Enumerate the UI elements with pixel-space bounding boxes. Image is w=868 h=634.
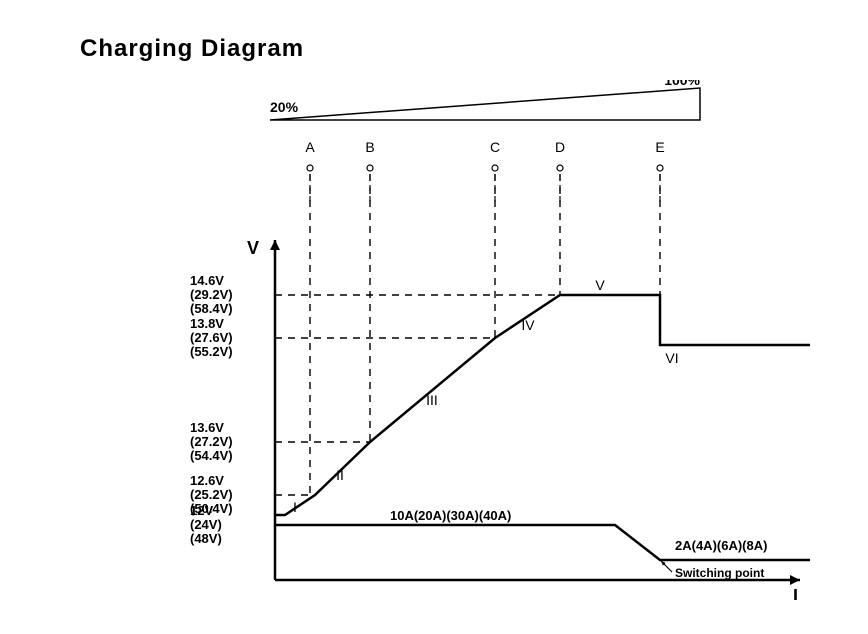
svg-text:13.6V: 13.6V xyxy=(190,420,224,435)
svg-text:(24V): (24V) xyxy=(190,517,222,532)
svg-text:100%: 100% xyxy=(664,80,700,88)
page-title: Charging Diagram xyxy=(80,35,304,63)
svg-text:2A(4A)(6A)(8A): 2A(4A)(6A)(8A) xyxy=(675,538,767,553)
svg-text:B: B xyxy=(365,139,374,155)
svg-text:(27.2V): (27.2V) xyxy=(190,434,233,449)
svg-text:10A(20A)(30A)(40A): 10A(20A)(30A)(40A) xyxy=(390,508,511,523)
svg-text:V: V xyxy=(247,238,259,258)
svg-text:12.6V: 12.6V xyxy=(190,473,224,488)
svg-text:14.6V: 14.6V xyxy=(190,273,224,288)
svg-text:(55.2V): (55.2V) xyxy=(190,344,233,359)
svg-text:(25.2V): (25.2V) xyxy=(190,487,233,502)
svg-text:(27.6V): (27.6V) xyxy=(190,330,233,345)
svg-text:II: II xyxy=(336,467,344,483)
svg-text:E: E xyxy=(655,139,664,155)
svg-text:D: D xyxy=(555,139,565,155)
svg-text:(29.2V): (29.2V) xyxy=(190,287,233,302)
svg-text:A: A xyxy=(305,139,315,155)
svg-text:(58.4V): (58.4V) xyxy=(190,301,233,316)
svg-text:VI: VI xyxy=(665,350,678,366)
svg-text:(48V): (48V) xyxy=(190,531,222,546)
svg-text:20%: 20% xyxy=(270,99,299,115)
svg-text:III: III xyxy=(426,392,438,408)
charging-diagram: 20%100%ABCDEVI14.6V(29.2V)(58.4V)13.8V(2… xyxy=(180,80,820,600)
svg-text:V: V xyxy=(595,277,605,293)
svg-text:C: C xyxy=(490,139,500,155)
svg-text:IV: IV xyxy=(521,317,535,333)
svg-text:12V: 12V xyxy=(190,503,213,518)
svg-text:13.8V: 13.8V xyxy=(190,316,224,331)
svg-text:I: I xyxy=(793,586,798,600)
svg-text:I: I xyxy=(293,499,297,515)
svg-text:(54.4V): (54.4V) xyxy=(190,448,233,463)
svg-text:Switching point: Switching point xyxy=(675,566,764,580)
